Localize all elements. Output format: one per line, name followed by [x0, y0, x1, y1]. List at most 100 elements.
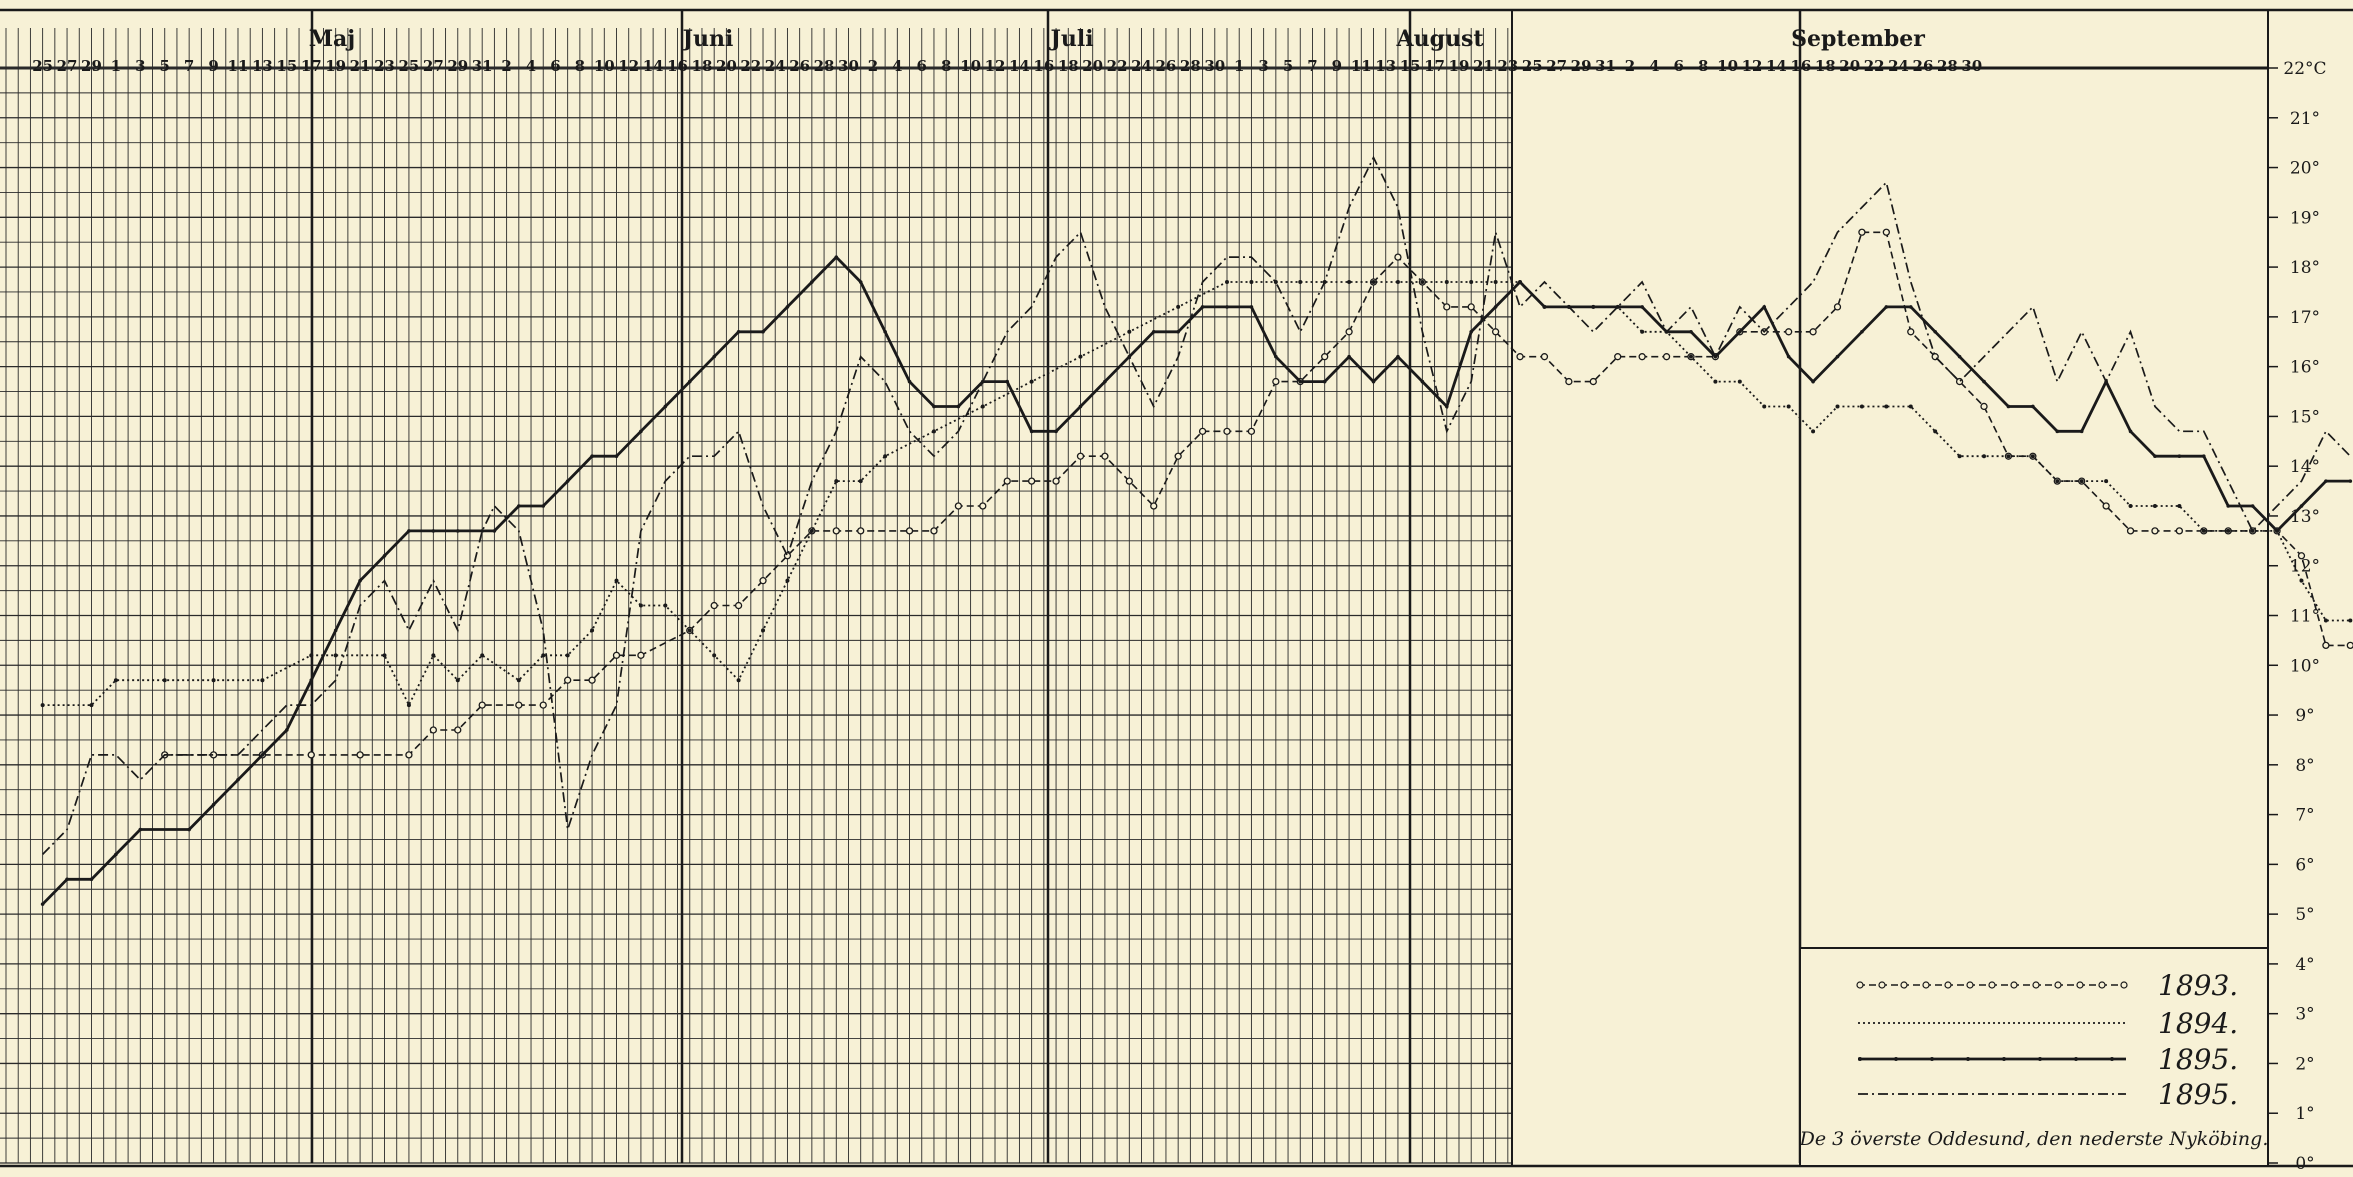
day-tick-label: 5 [1283, 57, 1293, 75]
day-tick-label: 31 [472, 57, 493, 75]
data-point [736, 678, 741, 683]
data-point [285, 728, 289, 732]
legend-marker [2110, 1057, 2114, 1061]
data-point [1786, 404, 1791, 409]
data-point [612, 651, 621, 659]
day-tick-label: 6 [917, 57, 927, 75]
data-point [1980, 402, 1988, 411]
data-point [1762, 305, 1767, 309]
data-point [382, 653, 387, 658]
data-point [1860, 329, 1864, 334]
data-point [1003, 477, 1011, 485]
data-point [1493, 305, 1498, 309]
data-point [1125, 477, 1133, 485]
data-point [1689, 329, 1693, 334]
data-point [40, 703, 45, 708]
data-point [1272, 377, 1280, 386]
data-point [2104, 479, 2109, 484]
data-point [1151, 329, 1156, 334]
data-point [1589, 377, 1597, 386]
data-point [1785, 328, 1793, 336]
data-point [1491, 328, 1500, 336]
data-point [1518, 280, 1522, 284]
day-tick-label: 2 [501, 57, 511, 75]
month-label-september: September [1791, 26, 1925, 52]
data-point [1982, 454, 1987, 459]
legend-marker [1966, 981, 1974, 989]
data-point [1150, 502, 1158, 510]
data-point [40, 902, 45, 906]
y-tick-label: 5° [2295, 905, 2314, 925]
y-tick-label: 7° [2295, 806, 2314, 826]
data-point [2250, 528, 2255, 533]
day-tick-label: 18 [692, 57, 713, 75]
data-point [687, 379, 692, 384]
data-point [2153, 454, 2157, 459]
day-tick-label: 19 [325, 57, 346, 75]
data-point [1176, 329, 1180, 334]
data-point [639, 429, 643, 434]
legend-marker [1856, 981, 1864, 989]
data-point [1420, 379, 1425, 384]
data-point [1127, 329, 1132, 334]
day-tick-label: 9 [208, 57, 218, 75]
data-point [1249, 280, 1254, 285]
data-point [1542, 305, 1547, 309]
day-tick-label: 8 [941, 57, 951, 75]
data-point [1955, 377, 1964, 386]
y-tick-label: 15° [2290, 407, 2320, 427]
day-tick-label: 26 [1913, 57, 1934, 75]
data-point [687, 628, 692, 633]
data-point [1395, 280, 1400, 285]
day-tick-label: 4 [1649, 57, 1659, 75]
series-line-3 [41, 155, 2351, 855]
day-tick-label: 10 [594, 57, 615, 75]
data-point [2175, 527, 2184, 535]
day-tick-label: 24 [765, 57, 786, 75]
data-point [1516, 353, 1524, 361]
data-point [857, 527, 865, 535]
day-tick-label: 18 [1058, 57, 1079, 75]
data-point [1321, 353, 1329, 361]
legend-marker [1858, 1057, 1862, 1061]
data-point [1688, 354, 1693, 359]
data-point [1176, 304, 1181, 309]
data-point [1638, 353, 1646, 361]
data-point [2128, 429, 2133, 434]
data-point [1298, 379, 1303, 384]
data-point [138, 827, 143, 832]
y-tick-label: 14° [2290, 457, 2320, 477]
legend-label: 1895. [2158, 1078, 2238, 1111]
data-point [712, 653, 717, 658]
day-tick-label: 25 [398, 57, 419, 75]
day-tick-label: 3 [135, 57, 145, 75]
data-point [517, 504, 521, 508]
day-tick-label: 21 [350, 57, 371, 75]
day-tick-label: 2 [868, 57, 878, 75]
day-tick-label: 31 [1595, 57, 1616, 75]
day-tick-label: 24 [1131, 57, 1152, 75]
legend-marker [2032, 981, 2040, 989]
data-point [2030, 454, 2035, 459]
legend-label: 1894. [2158, 1007, 2238, 1040]
data-point [2055, 429, 2060, 434]
legend-marker [1988, 981, 1996, 989]
data-point [1029, 429, 1034, 434]
day-tick-label: 14 [643, 57, 664, 75]
data-point [2322, 641, 2330, 650]
day-tick-label: 15 [276, 57, 297, 75]
data-point [1858, 228, 1866, 236]
data-point [1052, 477, 1060, 485]
data-point [1225, 280, 1229, 285]
day-tick-label: 5 [160, 57, 170, 75]
data-point [1540, 353, 1549, 361]
data-point [2297, 552, 2306, 560]
data-point [1713, 354, 1718, 359]
y-tick-label: 22°C [2283, 59, 2326, 79]
legend-marker [2054, 981, 2062, 989]
data-point [2299, 578, 2304, 583]
data-point [1076, 452, 1085, 460]
data-point [478, 701, 486, 709]
data-point [1640, 329, 1645, 334]
data-point [1835, 404, 1840, 409]
